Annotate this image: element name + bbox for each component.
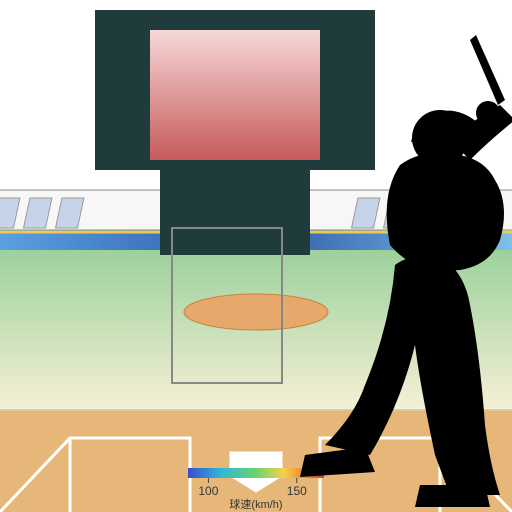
batter-foot <box>415 485 490 507</box>
scoreboard-base <box>160 170 310 255</box>
batter-hands <box>476 101 500 125</box>
pitch-location-diagram: 100 150 球速(km/h) <box>0 0 512 512</box>
pitchers-mound <box>184 294 328 330</box>
legend-tick-label: 100 <box>198 484 218 498</box>
batter-torso <box>387 153 504 271</box>
legend-axis-label: 球速(km/h) <box>229 497 282 511</box>
scoreboard-screen <box>150 30 320 160</box>
legend-tick-label: 150 <box>287 484 307 498</box>
